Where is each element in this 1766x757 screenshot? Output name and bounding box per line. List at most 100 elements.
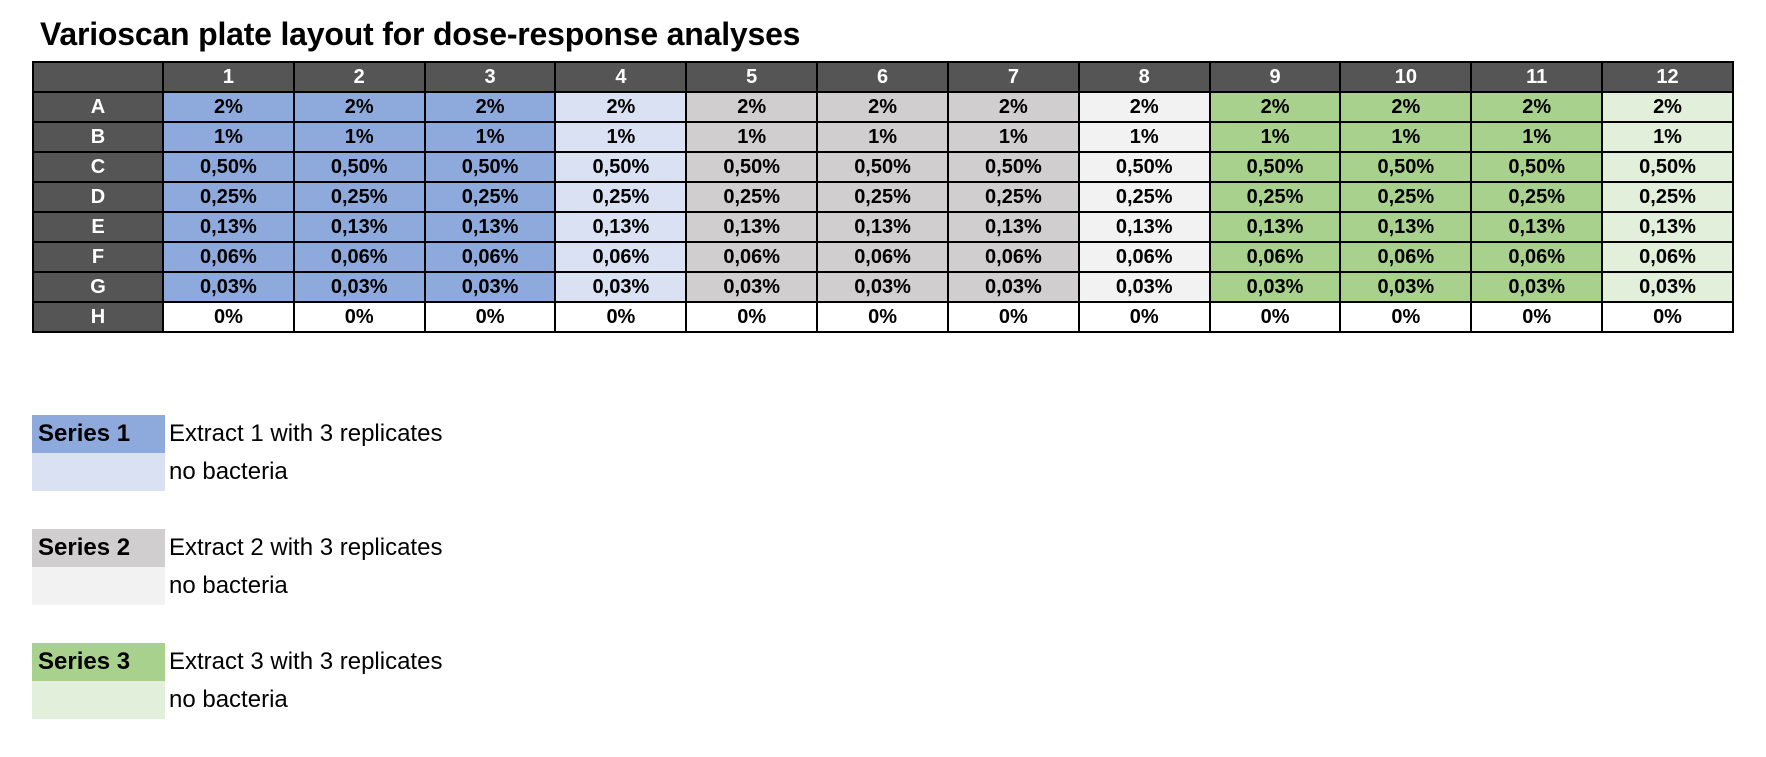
series-3-no-bacteria-label: no bacteria bbox=[169, 686, 288, 713]
column-header: 1 bbox=[162, 61, 295, 93]
plate-layout-table: 1 2 3 4 5 6 7 8 9 10 11 12 A 2% 2% 2% 2% 2% 2%… bbox=[32, 61, 1734, 333]
well-a8: 2% bbox=[1077, 91, 1211, 123]
well-b10: 1% bbox=[1339, 121, 1473, 153]
plate-row-b: B 1% 1% 1% 1% 1% 1% 1% 1% 1% 1% 1% 1% bbox=[32, 121, 1734, 153]
well-e7: 0,13% bbox=[946, 211, 1080, 243]
well-b6: 1% bbox=[816, 121, 949, 153]
column-header: 6 bbox=[816, 61, 949, 93]
well-h4: 0% bbox=[554, 301, 688, 333]
series-2-swatch: Series 2 bbox=[32, 529, 165, 567]
well-b3: 1% bbox=[423, 121, 557, 153]
well-b2: 1% bbox=[292, 121, 426, 153]
well-e4: 0,13% bbox=[554, 211, 688, 243]
well-a11: 2% bbox=[1470, 91, 1604, 123]
well-c6: 0,50% bbox=[816, 151, 949, 183]
well-g10: 0,03% bbox=[1339, 271, 1473, 303]
well-b5: 1% bbox=[685, 121, 819, 153]
well-g3: 0,03% bbox=[423, 271, 557, 303]
well-f7: 0,06% bbox=[946, 241, 1080, 273]
well-e1: 0,13% bbox=[162, 211, 295, 243]
series-3-description: Extract 3 with 3 replicates bbox=[169, 648, 443, 675]
well-g1: 0,03% bbox=[162, 271, 295, 303]
well-a9: 2% bbox=[1208, 91, 1342, 123]
well-a7: 2% bbox=[946, 91, 1080, 123]
well-d7: 0,25% bbox=[946, 181, 1080, 213]
well-a10: 2% bbox=[1339, 91, 1473, 123]
well-g6: 0,03% bbox=[816, 271, 949, 303]
column-header: 5 bbox=[685, 61, 819, 93]
legend-series-1: Series 1 Extract 1 with 3 replicates no … bbox=[32, 415, 442, 491]
series-1-swatch: Series 1 bbox=[32, 415, 165, 453]
well-e5: 0,13% bbox=[685, 211, 819, 243]
well-c8: 0,50% bbox=[1077, 151, 1211, 183]
well-d5: 0,25% bbox=[685, 181, 819, 213]
plate-row-c: C 0,50% 0,50% 0,50% 0,50% 0,50% 0,50% 0,50% 0,50… bbox=[32, 151, 1734, 183]
plate-row-d: D 0,25% 0,25% 0,25% 0,25% 0,25% 0,25% 0,25% 0,25… bbox=[32, 181, 1734, 213]
row-header: C bbox=[32, 151, 164, 183]
well-f9: 0,06% bbox=[1208, 241, 1342, 273]
well-f11: 0,06% bbox=[1470, 241, 1604, 273]
legend-series-3: Series 3 Extract 3 with 3 replicates no … bbox=[32, 643, 442, 719]
well-b7: 1% bbox=[946, 121, 1080, 153]
well-h10: 0% bbox=[1339, 301, 1473, 333]
column-header: 7 bbox=[946, 61, 1080, 93]
well-c7: 0,50% bbox=[946, 151, 1080, 183]
well-h1: 0% bbox=[162, 301, 295, 333]
row-header: H bbox=[32, 301, 164, 333]
well-c5: 0,50% bbox=[685, 151, 819, 183]
well-f5: 0,06% bbox=[685, 241, 819, 273]
well-a3: 2% bbox=[423, 91, 557, 123]
column-header-row: 1 2 3 4 5 6 7 8 9 10 11 12 bbox=[32, 61, 1734, 93]
well-d2: 0,25% bbox=[292, 181, 426, 213]
well-h11: 0% bbox=[1470, 301, 1604, 333]
well-e8: 0,13% bbox=[1077, 211, 1211, 243]
plate-row-g: G 0,03% 0,03% 0,03% 0,03% 0,03% 0,03% 0,03% 0,03… bbox=[32, 271, 1734, 303]
well-f8: 0,06% bbox=[1077, 241, 1211, 273]
well-c2: 0,50% bbox=[292, 151, 426, 183]
well-b8: 1% bbox=[1077, 121, 1211, 153]
column-header: 9 bbox=[1208, 61, 1342, 93]
well-c11: 0,50% bbox=[1470, 151, 1604, 183]
well-f2: 0,06% bbox=[292, 241, 426, 273]
series-2-no-bacteria-swatch bbox=[32, 567, 165, 605]
legend-row: no bacteria bbox=[32, 453, 442, 491]
series-2-no-bacteria-label: no bacteria bbox=[169, 572, 288, 599]
well-d10: 0,25% bbox=[1339, 181, 1473, 213]
page-title: Varioscan plate layout for dose-response… bbox=[40, 16, 801, 52]
well-b12: 1% bbox=[1601, 121, 1734, 153]
well-h5: 0% bbox=[685, 301, 819, 333]
column-header: 2 bbox=[292, 61, 426, 93]
series-1-no-bacteria-swatch bbox=[32, 453, 165, 491]
well-f1: 0,06% bbox=[162, 241, 295, 273]
well-e12: 0,13% bbox=[1601, 211, 1734, 243]
series-2-description: Extract 2 with 3 replicates bbox=[169, 534, 443, 561]
well-b1: 1% bbox=[162, 121, 295, 153]
column-header: 10 bbox=[1339, 61, 1473, 93]
well-e2: 0,13% bbox=[292, 211, 426, 243]
plate-row-f: F 0,06% 0,06% 0,06% 0,06% 0,06% 0,06% 0,06% 0,06… bbox=[32, 241, 1734, 273]
well-a4: 2% bbox=[554, 91, 688, 123]
well-c1: 0,50% bbox=[162, 151, 295, 183]
well-c4: 0,50% bbox=[554, 151, 688, 183]
well-g7: 0,03% bbox=[946, 271, 1080, 303]
well-d1: 0,25% bbox=[162, 181, 295, 213]
plate-row-a: A 2% 2% 2% 2% 2% 2% 2% 2% 2% 2% 2% 2% bbox=[32, 91, 1734, 123]
well-e11: 0,13% bbox=[1470, 211, 1604, 243]
column-header: 3 bbox=[423, 61, 557, 93]
well-g8: 0,03% bbox=[1077, 271, 1211, 303]
legend-row: Series 2 Extract 2 with 3 replicates bbox=[32, 529, 442, 567]
well-d6: 0,25% bbox=[816, 181, 949, 213]
well-g11: 0,03% bbox=[1470, 271, 1604, 303]
well-f3: 0,06% bbox=[423, 241, 557, 273]
legend: Series 1 Extract 1 with 3 replicates no … bbox=[32, 415, 442, 757]
well-a2: 2% bbox=[292, 91, 426, 123]
well-e3: 0,13% bbox=[423, 211, 557, 243]
legend-row: Series 1 Extract 1 with 3 replicates bbox=[32, 415, 442, 453]
well-h8: 0% bbox=[1077, 301, 1211, 333]
legend-series-2: Series 2 Extract 2 with 3 replicates no … bbox=[32, 529, 442, 605]
well-c12: 0,50% bbox=[1601, 151, 1734, 183]
well-g9: 0,03% bbox=[1208, 271, 1342, 303]
column-header: 8 bbox=[1077, 61, 1211, 93]
well-g2: 0,03% bbox=[292, 271, 426, 303]
well-a12: 2% bbox=[1601, 91, 1734, 123]
